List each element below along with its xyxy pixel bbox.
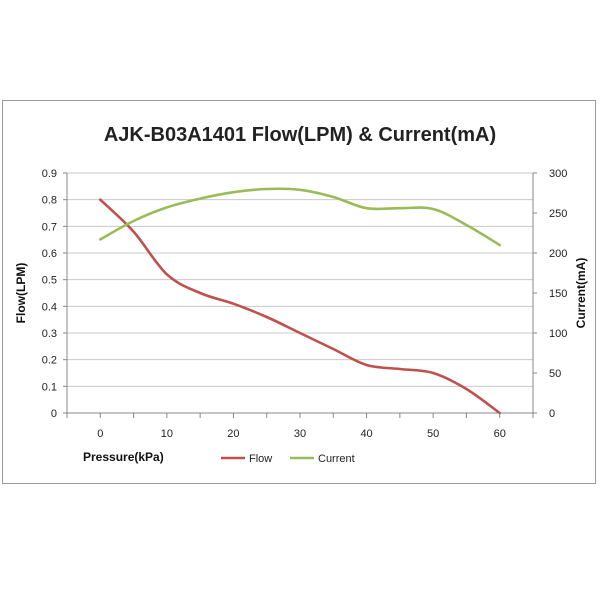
y-tick-label: 0.2 [42,355,57,367]
legend: Flow Current [221,453,355,465]
x-tick-label: 20 [227,428,239,440]
x-axis-ticks: 0 10 20 30 40 50 60 [66,413,534,440]
y-tick-label: 0.5 [42,275,57,287]
right-axis-ticks: 0 50 100 150 200 250 300 [533,168,567,420]
y-tick-label: 0.8 [42,195,57,207]
x-tick-label: 40 [360,428,372,440]
y2-tick-label: 200 [549,248,567,260]
x-tick-label: 60 [494,428,506,440]
y-tick-label: 0.9 [42,168,57,180]
flow-series-line [98,198,502,415]
x-tick-label: 50 [427,428,439,440]
y2-axis-label: Current(mA) [574,258,588,329]
y-tick-label: 0.4 [42,301,57,313]
gridlines [67,172,533,414]
y-tick-label: 0 [51,408,57,420]
y2-tick-label: 100 [549,328,567,340]
series-layer [98,187,502,415]
y2-tick-label: 0 [549,408,555,420]
legend-current-label: Current [318,453,355,465]
x-tick-label: 10 [161,428,173,440]
y2-tick-label: 250 [549,208,567,220]
x-axis-label: Pressure(kPa) [83,450,164,464]
legend-flow-label: Flow [249,453,272,465]
y-tick-label: 0.6 [42,248,57,260]
y-tick-label: 0.3 [42,328,57,340]
x-tick-label: 30 [294,428,306,440]
y2-tick-label: 300 [549,168,567,180]
chart-title: AJK-B03A1401 Flow(LPM) & Current(mA) [104,124,496,146]
y-tick-label: 0.1 [42,381,57,393]
y-tick-label: 0.7 [42,221,57,233]
x-tick-label: 0 [97,428,103,440]
current-series-line [98,187,502,247]
chart-frame: AJK-B03A1401 Flow(LPM) & Current(mA) 0 0.… [2,100,596,484]
chart-svg: AJK-B03A1401 Flow(LPM) & Current(mA) 0 0.… [14,124,588,465]
plot-axes [66,173,534,414]
y2-tick-label: 50 [549,368,561,380]
y2-tick-label: 150 [549,288,567,300]
y-axis-label: Flow(LPM) [14,263,28,324]
left-axis-ticks: 0 0.1 0.2 0.3 0.4 0.5 0.6 0.7 0.8 0.9 [42,168,67,420]
